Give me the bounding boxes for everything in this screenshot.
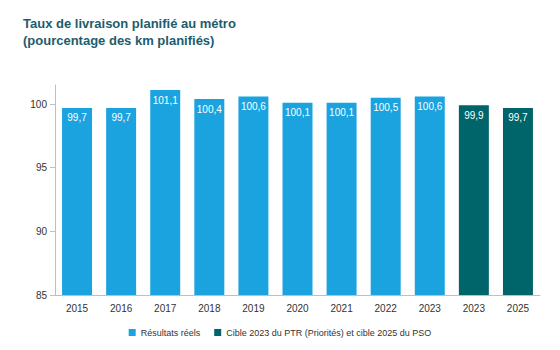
svg-text:99,7: 99,7 xyxy=(67,112,87,123)
svg-text:100,1: 100,1 xyxy=(285,107,310,118)
svg-text:2023: 2023 xyxy=(463,303,486,314)
svg-text:2019: 2019 xyxy=(242,303,265,314)
svg-text:100,6: 100,6 xyxy=(417,101,442,112)
svg-text:2015: 2015 xyxy=(66,303,89,314)
svg-text:99,7: 99,7 xyxy=(508,112,528,123)
svg-text:90: 90 xyxy=(36,226,48,237)
svg-text:2017: 2017 xyxy=(154,303,177,314)
svg-text:100,4: 100,4 xyxy=(197,104,222,115)
svg-text:2022: 2022 xyxy=(375,303,398,314)
svg-text:101,1: 101,1 xyxy=(153,95,178,106)
svg-text:Cible 2023 du PTR (Priorités): Cible 2023 du PTR (Priorités) et cible 2… xyxy=(226,328,431,338)
svg-text:Résultats réels: Résultats réels xyxy=(141,328,201,338)
svg-text:95: 95 xyxy=(36,162,48,173)
svg-text:100: 100 xyxy=(30,99,47,110)
svg-text:100,5: 100,5 xyxy=(373,102,398,113)
svg-text:99,7: 99,7 xyxy=(111,112,131,123)
svg-text:(pourcentage des km planifiés): (pourcentage des km planifiés) xyxy=(23,33,214,48)
svg-text:100,6: 100,6 xyxy=(241,101,266,112)
svg-text:100,1: 100,1 xyxy=(329,107,354,118)
svg-text:2020: 2020 xyxy=(286,303,309,314)
svg-text:2018: 2018 xyxy=(198,303,221,314)
svg-text:99,9: 99,9 xyxy=(464,110,484,121)
svg-text:2023: 2023 xyxy=(419,303,442,314)
svg-text:Taux de livraison planifié au: Taux de livraison planifié au métro xyxy=(23,16,236,31)
svg-text:2025: 2025 xyxy=(507,303,530,314)
svg-text:85: 85 xyxy=(36,290,48,301)
svg-text:2016: 2016 xyxy=(110,303,133,314)
svg-text:2021: 2021 xyxy=(330,303,353,314)
